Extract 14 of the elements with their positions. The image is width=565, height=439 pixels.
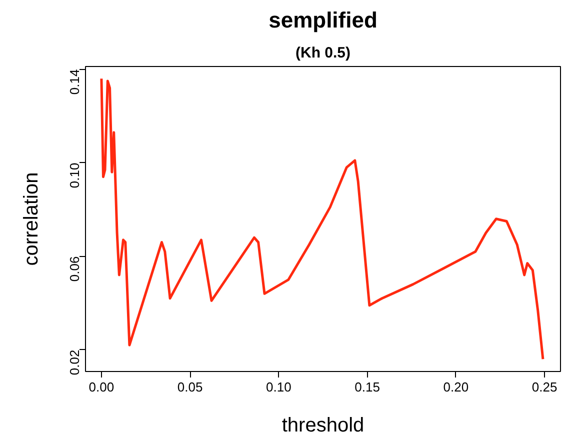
y-tick-label: 0.10 (67, 162, 82, 188)
y-axis-title: correlation (20, 172, 42, 266)
x-tick-label: 0.20 (443, 380, 469, 394)
x-axis-title: threshold (282, 414, 364, 436)
chart-title: semplified (268, 8, 378, 32)
y-tick-label: 0.14 (67, 69, 82, 95)
x-tick-label: 0.15 (354, 380, 380, 394)
x-tick-label: 0.25 (532, 380, 558, 394)
y-tick-label: 0.02 (67, 350, 82, 376)
chart-subtitle: (Kh 0.5) (296, 44, 351, 62)
x-tick-label: 0.05 (177, 380, 203, 394)
x-tick-label: 0.10 (266, 380, 292, 394)
y-tick-label: 0.06 (67, 256, 82, 282)
x-tick-label: 0.00 (88, 380, 114, 394)
